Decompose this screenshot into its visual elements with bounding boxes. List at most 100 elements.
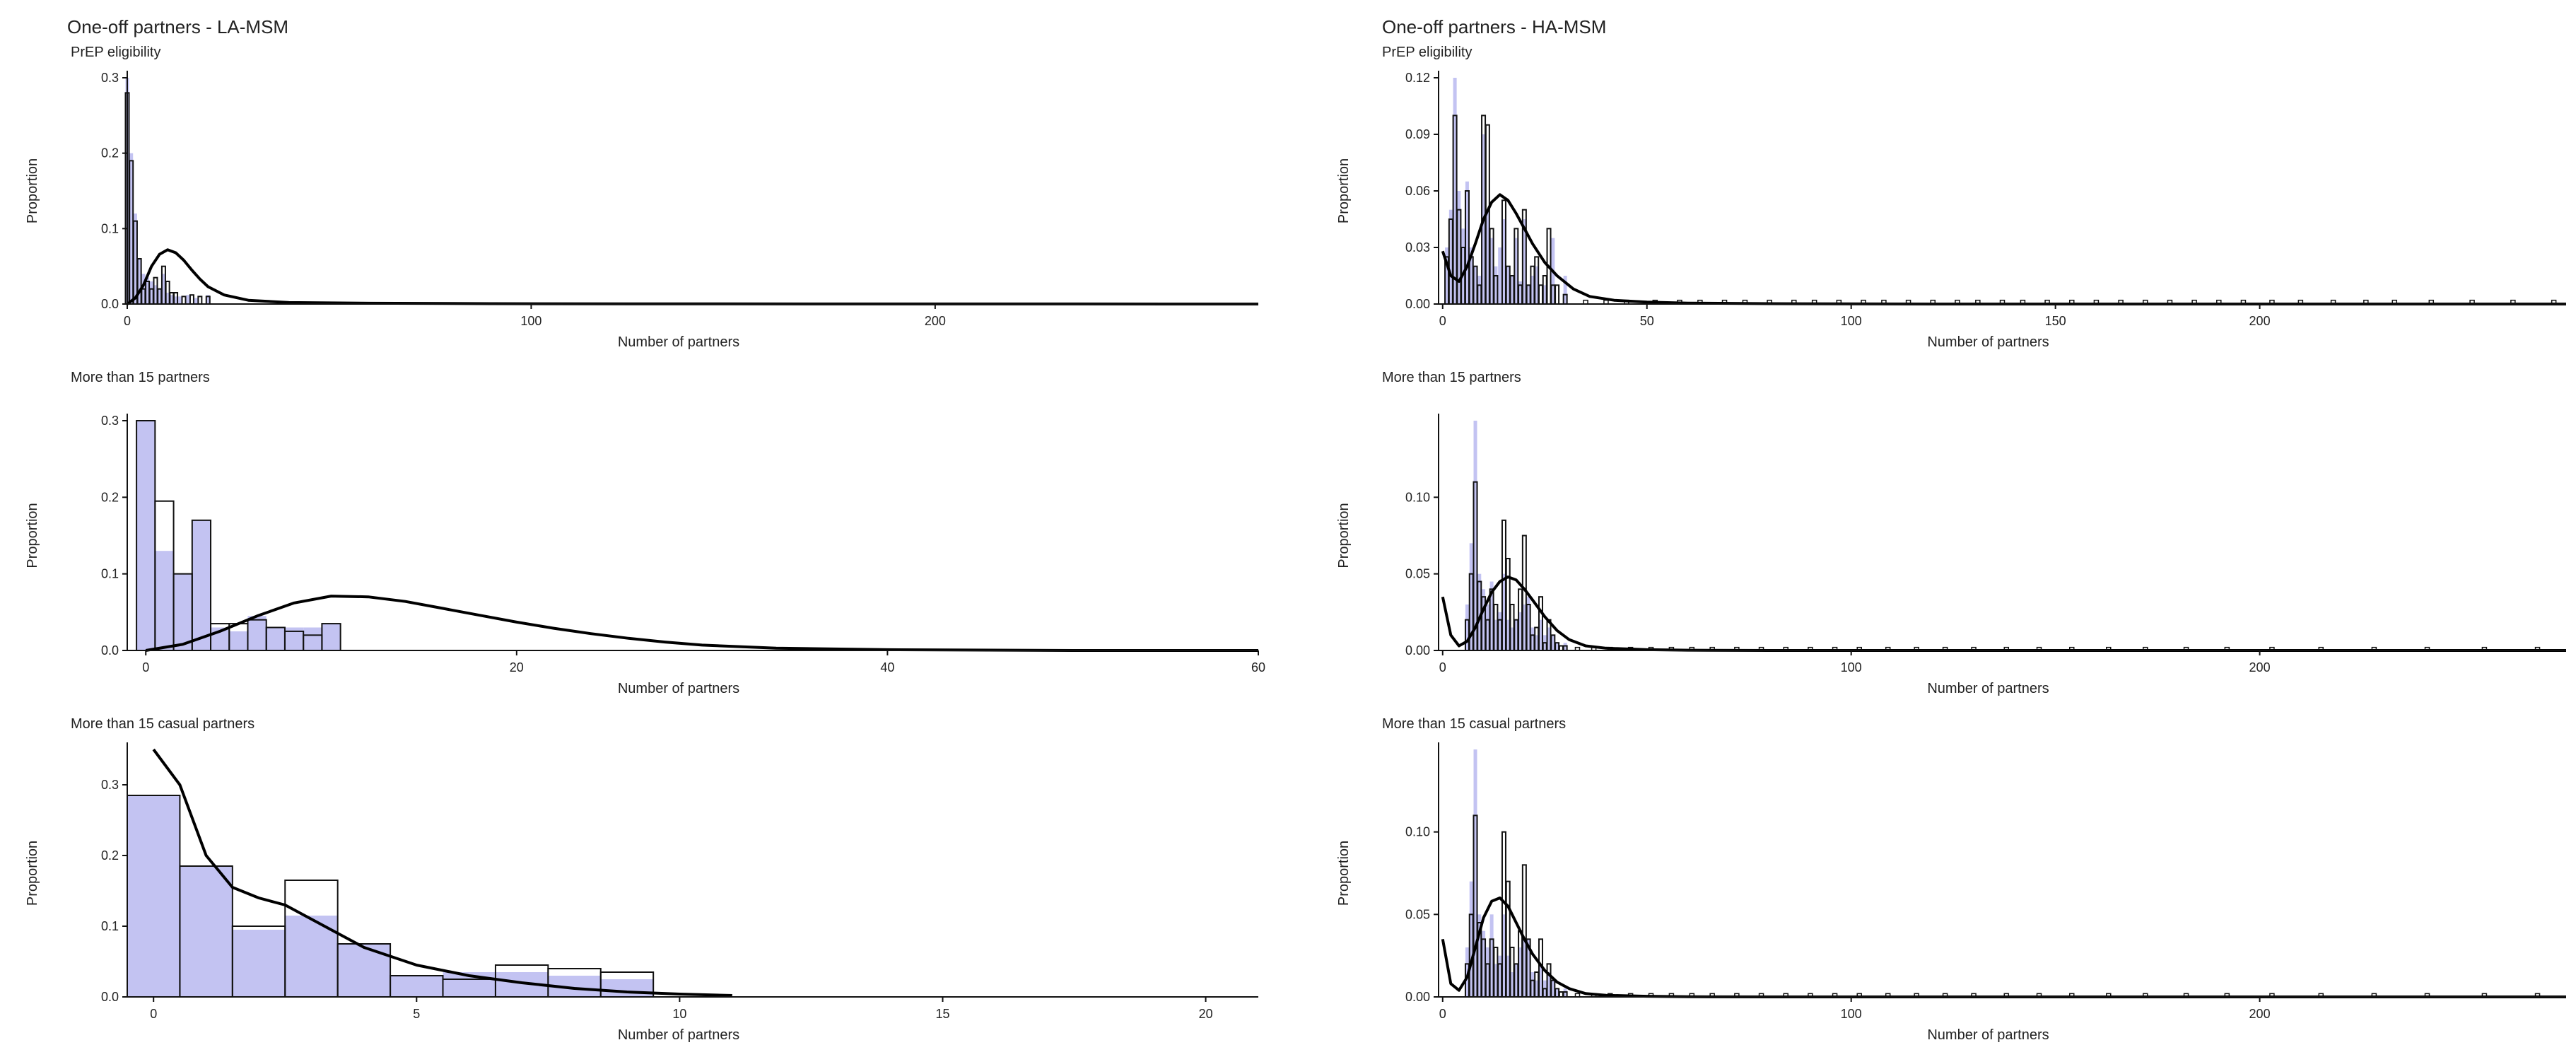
y-tick-label: 0.00	[1405, 297, 1430, 311]
fill-bar	[1448, 209, 1453, 304]
y-tick-label: 0.00	[1405, 643, 1430, 658]
fill-bar	[1473, 266, 1477, 304]
y-tick-label: 0.0	[101, 643, 119, 658]
fill-bar	[1485, 209, 1489, 304]
fill-bar	[1518, 281, 1523, 304]
fill-bar	[1514, 964, 1518, 997]
fill-bar	[266, 627, 285, 650]
outline-bar	[1555, 284, 1560, 305]
fill-bar	[1498, 247, 1502, 304]
fill-bar	[1469, 543, 1473, 650]
fill-bar	[192, 520, 211, 650]
x-axis-label: Number of partners	[1927, 1027, 2049, 1043]
outline-bar	[181, 296, 187, 305]
fill-bar	[1551, 635, 1555, 650]
fill-bar	[161, 274, 165, 304]
x-axis-label: Number of partners	[1927, 334, 2049, 350]
fill-bar	[337, 944, 391, 997]
density-curve	[145, 595, 1258, 652]
panel-subtitle: More than 15 partners	[71, 370, 210, 385]
y-axis-label: Proportion	[25, 841, 40, 906]
panel-ha-15c: More than 15 casual partners 0 100 200 0.00 0…	[1336, 716, 2566, 1043]
fill-bar	[1514, 619, 1518, 650]
fill-bar	[1498, 612, 1502, 650]
fill-bar	[1506, 266, 1510, 304]
fill-bar	[133, 214, 137, 304]
y-tick-label: 0.05	[1405, 567, 1430, 581]
fill-bar	[1563, 276, 1567, 304]
x-tick-label: 20	[510, 660, 524, 675]
x-tick-label: 10	[672, 1007, 686, 1021]
fill-bar	[1542, 285, 1547, 304]
fill-bar	[174, 296, 178, 304]
fill-bar	[1522, 219, 1526, 304]
fill-bar	[303, 627, 322, 650]
y-tick-label: 0.09	[1405, 127, 1430, 141]
fill-bar	[1514, 238, 1518, 304]
fill-bar	[1538, 964, 1542, 997]
fill-bar	[1555, 643, 1559, 650]
fill-bar	[1538, 619, 1542, 650]
outline-bar	[189, 294, 194, 305]
fill-bar	[1506, 619, 1510, 650]
fill-bar	[1489, 914, 1494, 997]
fill-bar	[1473, 421, 1477, 650]
fill-bar	[232, 930, 286, 997]
y-tick-label: 0.00	[1405, 990, 1430, 1004]
y-axis-label: Proportion	[1336, 158, 1352, 223]
fill-bar	[1526, 597, 1530, 650]
x-tick-label: 20	[1199, 1007, 1213, 1021]
y-tick-label: 0.0	[101, 297, 119, 311]
y-tick-label: 0.2	[101, 490, 119, 504]
y-tick-label: 0.03	[1405, 240, 1430, 255]
panel-subtitle: More than 15 casual partners	[1382, 716, 1566, 732]
outline-bar	[197, 296, 203, 305]
fill-bar	[177, 296, 182, 304]
y-tick-label: 0.1	[101, 567, 119, 581]
fill-bar	[1563, 988, 1567, 997]
x-axis-label: Number of partners	[1927, 681, 2049, 696]
fill-bar	[153, 285, 158, 304]
y-tick-label: 0.1	[101, 221, 119, 235]
y-tick-label: 0.0	[101, 990, 119, 1004]
x-tick-label: 0	[150, 1007, 157, 1021]
panel-la-prep: PrEP eligibility 0 100 200 0.0 0.1 0.2 0.3 Numbe…	[25, 45, 1259, 350]
fill-bar	[155, 551, 174, 650]
density-curve	[152, 748, 732, 997]
x-tick-label: 100	[1841, 314, 1862, 328]
fill-bar	[1457, 191, 1461, 304]
fill-bar	[137, 259, 141, 304]
fill-bar	[180, 866, 233, 997]
fill-bar	[1510, 276, 1514, 304]
x-axis-label: Number of partners	[618, 334, 739, 350]
density-curve	[1441, 193, 2566, 305]
fill-bar	[186, 295, 190, 304]
x-tick-label: 100	[1841, 660, 1862, 675]
fill-bar	[1535, 980, 1539, 997]
fill-bar	[165, 293, 170, 304]
fill-bar	[1489, 581, 1494, 650]
fill-bar	[1469, 247, 1473, 304]
density-curve	[1441, 897, 2566, 998]
y-axis-label: Proportion	[25, 158, 40, 223]
fill-bar	[1535, 266, 1539, 304]
fill-bar	[1485, 947, 1489, 997]
x-tick-label: 100	[1841, 1007, 1862, 1021]
x-tick-label: 200	[2249, 314, 2271, 328]
fill-bar	[229, 631, 248, 650]
x-tick-label: 100	[520, 314, 541, 328]
fill-bar	[1461, 228, 1465, 304]
fill-bar	[1465, 181, 1469, 304]
panel-ha-prep: PrEP eligibility 0 50 100 150 200 0.00 0.03 0.06…	[1336, 45, 2566, 350]
density-curve	[1441, 576, 2566, 652]
fill-bar	[1522, 605, 1526, 650]
x-tick-label: 200	[925, 314, 946, 328]
fill-bar	[1482, 589, 1486, 650]
fill-bar	[194, 298, 198, 304]
fill-bar	[600, 979, 654, 997]
fill-bar	[1551, 980, 1555, 997]
fill-bar	[1477, 914, 1482, 997]
fill-bar	[1547, 972, 1551, 997]
